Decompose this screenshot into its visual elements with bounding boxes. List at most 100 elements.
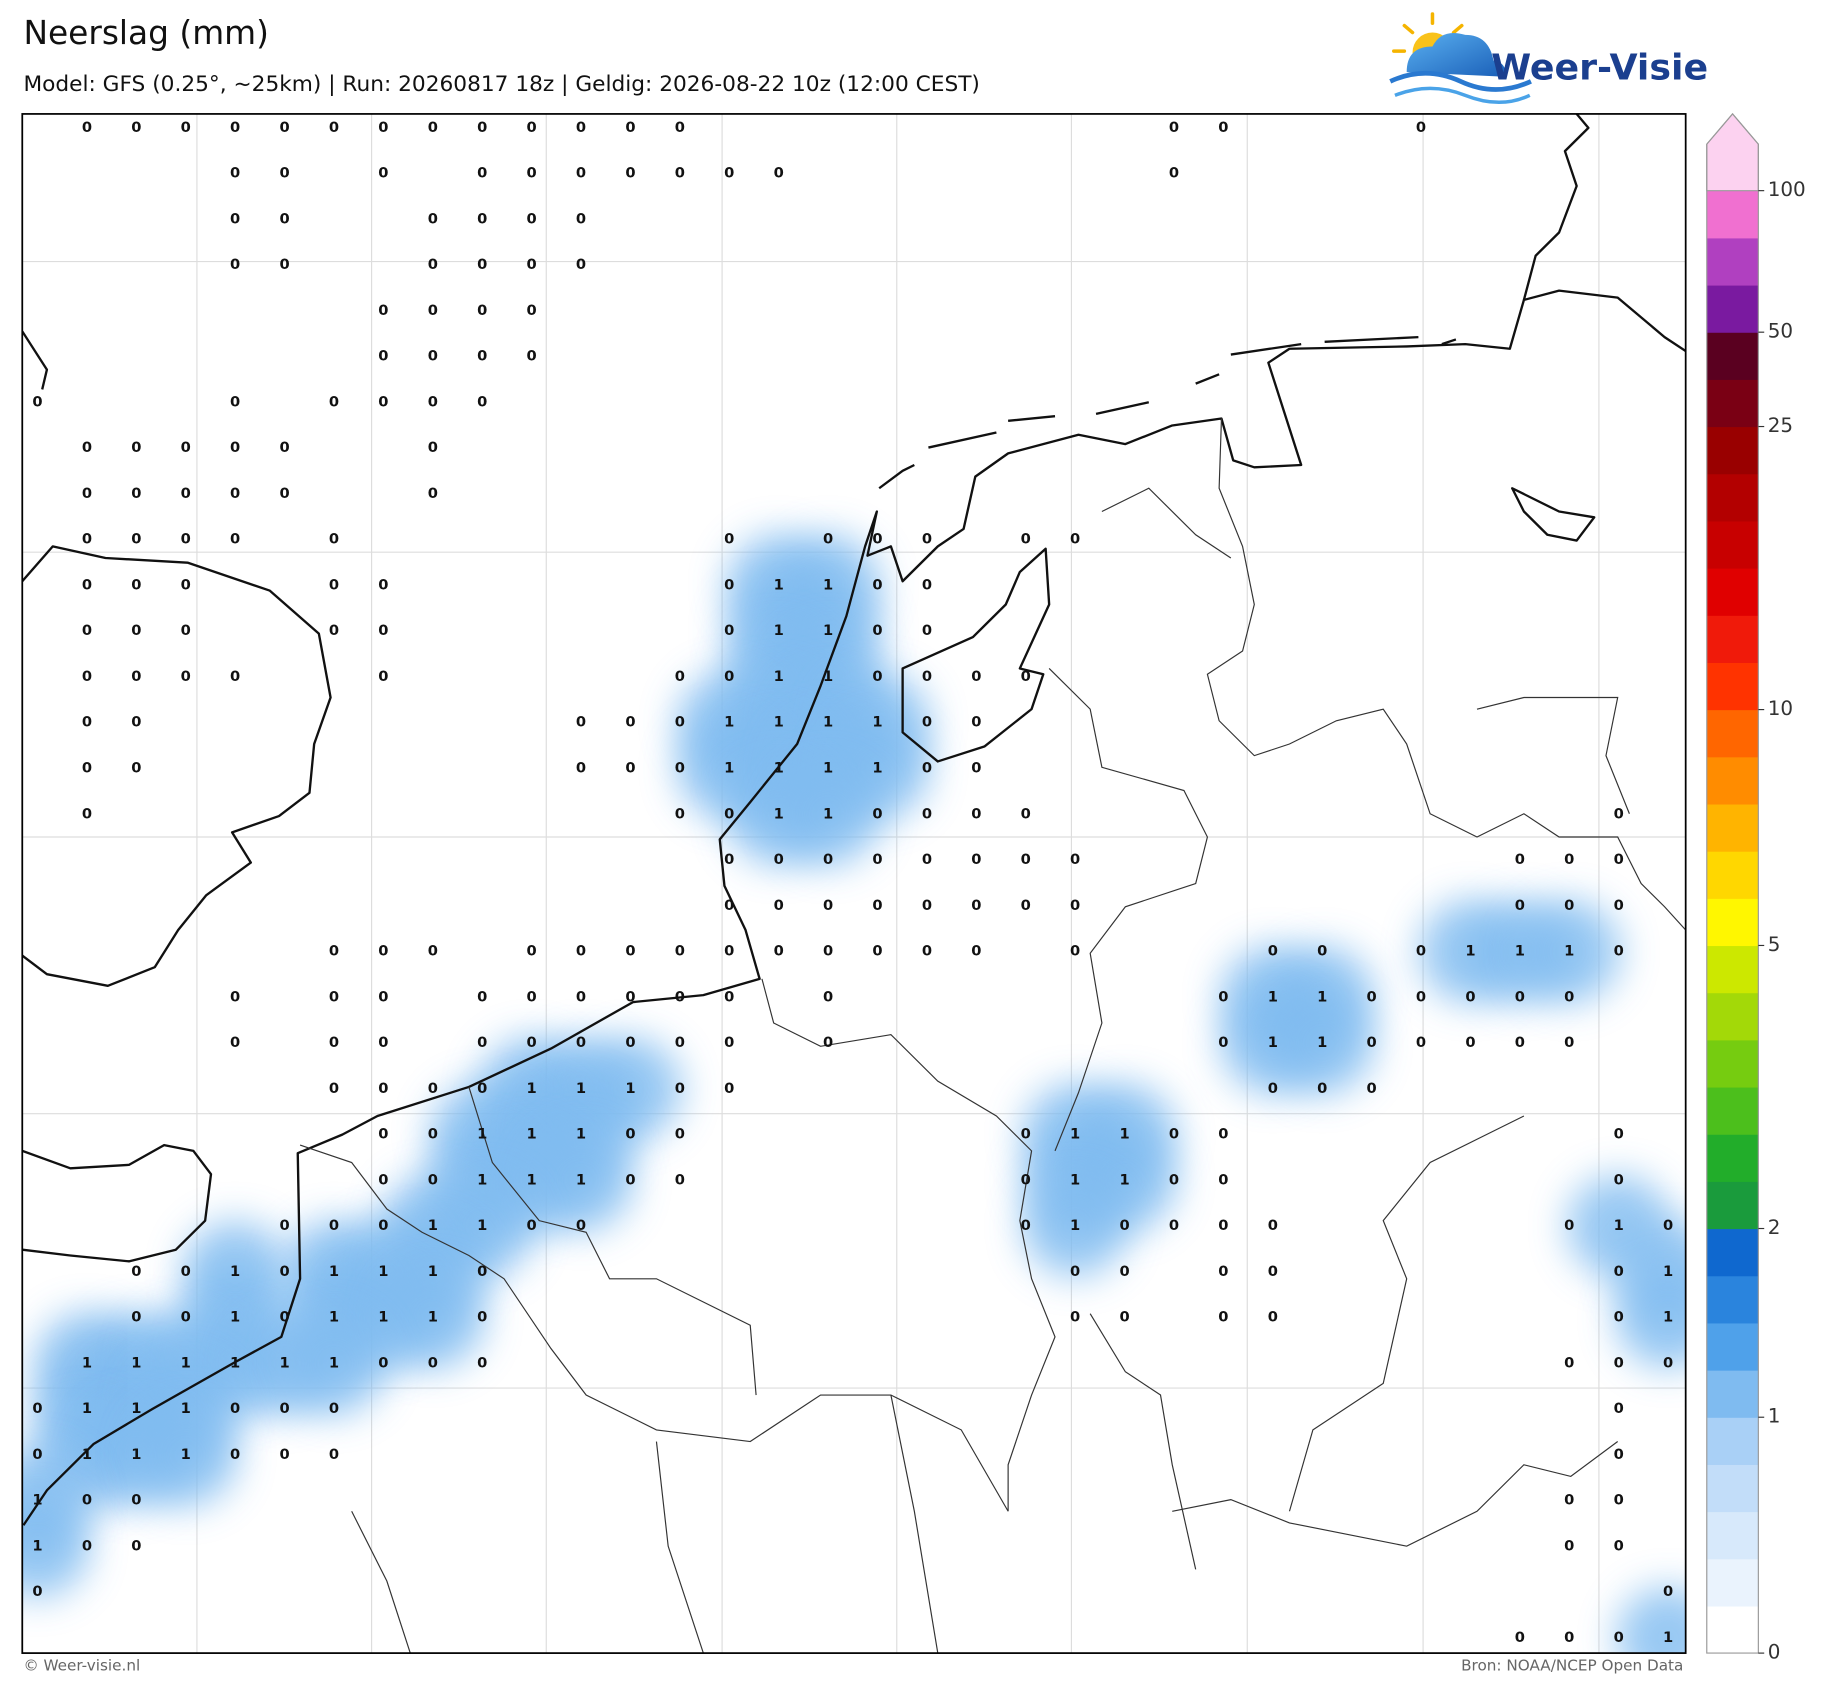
- precip-value: 0: [230, 1446, 240, 1463]
- precip-value: 0: [1218, 1263, 1228, 1280]
- precip-value: 1: [1070, 1171, 1080, 1188]
- precip-value: 0: [477, 1354, 487, 1371]
- precip-value: 0: [1564, 1538, 1574, 1555]
- precip-value: 0: [131, 485, 141, 502]
- precip-value: 0: [872, 531, 882, 548]
- precip-value: 0: [872, 577, 882, 594]
- precip-value: 0: [1614, 897, 1624, 914]
- precip-value: 0: [230, 531, 240, 548]
- precip-value: 1: [823, 760, 833, 777]
- precip-value: 0: [823, 851, 833, 868]
- precip-value: 0: [1465, 988, 1475, 1005]
- precip-value: 0: [82, 485, 92, 502]
- precip-value: 0: [922, 897, 932, 914]
- precip-value: 0: [329, 988, 339, 1005]
- precip-value: 1: [378, 1309, 388, 1326]
- precip-value: 0: [279, 1263, 289, 1280]
- precip-value: 0: [1614, 1263, 1624, 1280]
- precip-value: 0: [378, 1354, 388, 1371]
- precip-value: 0: [230, 668, 240, 685]
- precip-value: 1: [131, 1354, 141, 1371]
- precip-value: 0: [428, 1126, 438, 1143]
- precip-value: 0: [1663, 1354, 1673, 1371]
- precip-value: 0: [1564, 1034, 1574, 1051]
- precip-value: 0: [675, 165, 685, 182]
- precip-value: 0: [724, 1080, 734, 1097]
- precip-value: 0: [378, 943, 388, 960]
- precip-value: 0: [527, 165, 537, 182]
- precip-value: 0: [1564, 988, 1574, 1005]
- precip-value: 1: [872, 714, 882, 731]
- precip-value: 0: [1218, 1034, 1228, 1051]
- precip-value: 0: [625, 1171, 635, 1188]
- precip-value: 0: [576, 119, 586, 136]
- precip-value: 0: [1317, 943, 1327, 960]
- precip-area: [1616, 1586, 1686, 1654]
- colorbar-outline: [1706, 113, 1759, 1654]
- precip-value: 0: [279, 119, 289, 136]
- precip-value: 1: [774, 805, 784, 822]
- colorbar-segment: [1706, 473, 1759, 522]
- precip-value: 1: [576, 1126, 586, 1143]
- precip-value: 0: [428, 256, 438, 273]
- precip-value: 1: [527, 1126, 537, 1143]
- precip-value: 0: [823, 531, 833, 548]
- precip-value: 0: [527, 1217, 537, 1234]
- precip-value: 0: [1614, 1538, 1624, 1555]
- precip-value: 0: [922, 577, 932, 594]
- precip-value: 0: [774, 851, 784, 868]
- precip-value: 0: [477, 165, 487, 182]
- precip-value: 1: [477, 1126, 487, 1143]
- precip-value: 0: [1614, 805, 1624, 822]
- precip-value: 1: [774, 668, 784, 685]
- colorbar-segment: [1706, 1275, 1759, 1324]
- colorbar-segment: [1706, 1181, 1759, 1230]
- precip-value: 1: [1663, 1629, 1673, 1646]
- precip-area: [282, 1312, 386, 1415]
- colorbar-segment: [1706, 662, 1759, 711]
- precip-value: 1: [329, 1263, 339, 1280]
- precip-value: 0: [82, 577, 92, 594]
- precip-value: 0: [1614, 1629, 1624, 1646]
- footer-credit: © Weer-visie.nl: [23, 1656, 140, 1674]
- precip-value: 0: [922, 805, 932, 822]
- colorbar-extend: [1706, 113, 1759, 192]
- precip-value: 0: [131, 119, 141, 136]
- colorbar-segment: [1706, 190, 1759, 239]
- precip-value: 1: [1070, 1217, 1080, 1234]
- precip-value: 0: [1169, 119, 1179, 136]
- precip-value: 1: [625, 1080, 635, 1097]
- precip-value: 0: [576, 256, 586, 273]
- precip-value: 0: [329, 1034, 339, 1051]
- precip-value: 1: [230, 1263, 240, 1280]
- precip-value: 1: [774, 622, 784, 639]
- precip-value: 0: [527, 119, 537, 136]
- precip-value: 0: [1465, 1034, 1475, 1051]
- precip-value: 0: [1070, 851, 1080, 868]
- colorbar-segment: [1706, 1039, 1759, 1088]
- colorbar-segment: [1706, 1511, 1759, 1560]
- precip-value: 0: [428, 393, 438, 410]
- precip-value: 0: [1119, 1263, 1129, 1280]
- precip-value: 0: [922, 531, 932, 548]
- title: Neerslag (mm): [23, 14, 268, 52]
- precip-value: 0: [378, 622, 388, 639]
- precip-value: 0: [230, 439, 240, 456]
- precip-value: 0: [1021, 1217, 1031, 1234]
- precip-value: 1: [1268, 1034, 1278, 1051]
- precip-value: 0: [1614, 1309, 1624, 1326]
- precip-value: 1: [1268, 988, 1278, 1005]
- precip-value: 0: [32, 1583, 42, 1600]
- precip-value: 0: [1663, 1217, 1673, 1234]
- precip-value: 0: [1218, 1217, 1228, 1234]
- precip-value: 1: [329, 1354, 339, 1371]
- colorbar-segment: [1706, 426, 1759, 475]
- precip-value: 0: [428, 485, 438, 502]
- precip-value: 0: [477, 119, 487, 136]
- precip-value: 0: [82, 1492, 92, 1509]
- precip-value: 0: [230, 210, 240, 227]
- precip-value: 0: [774, 165, 784, 182]
- colorbar-segment: [1706, 945, 1759, 994]
- precip-value: 0: [872, 897, 882, 914]
